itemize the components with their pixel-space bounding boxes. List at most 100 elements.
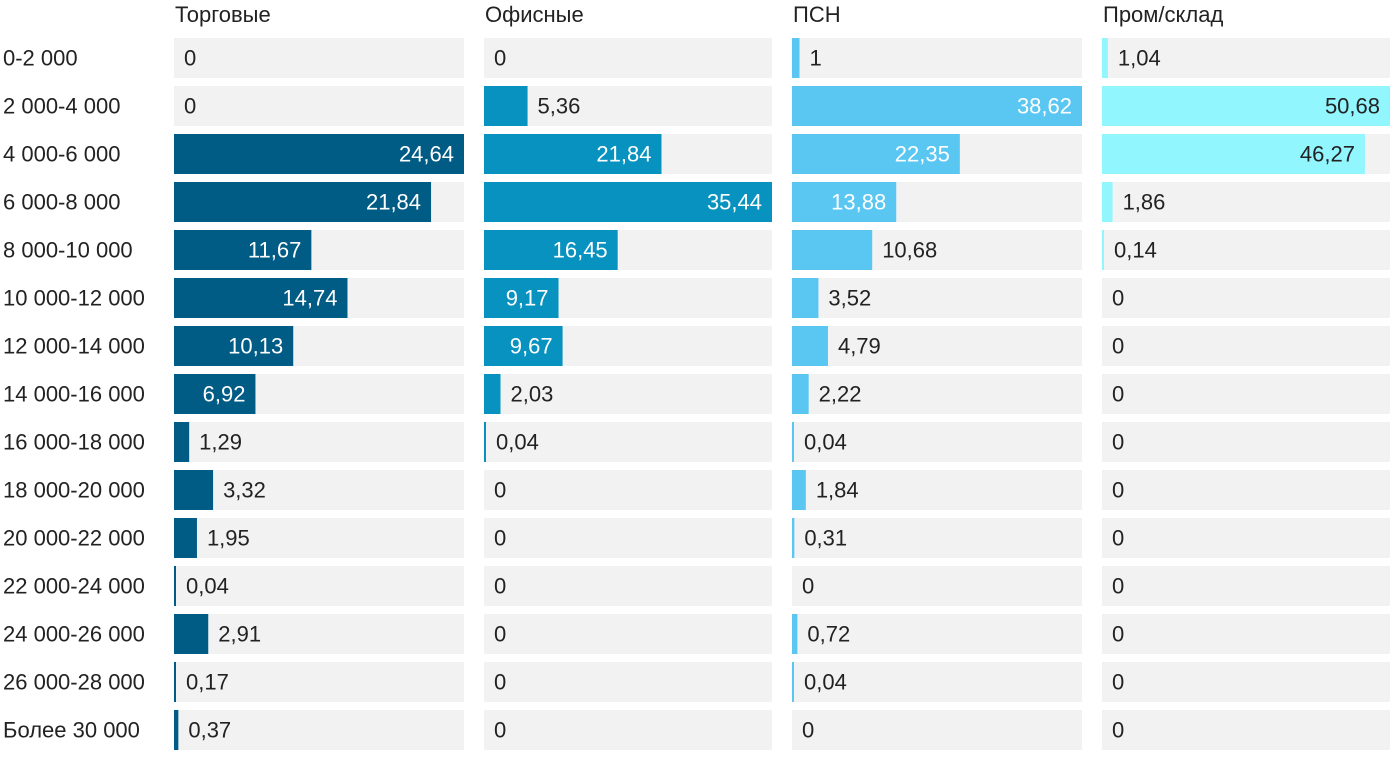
data-label: 2,03 <box>510 382 553 407</box>
data-label: 4,79 <box>838 334 881 359</box>
data-label: 0 <box>1112 718 1124 743</box>
bar[interactable] <box>792 134 960 174</box>
data-label: 38,62 <box>1017 94 1072 119</box>
data-label: 10,68 <box>882 238 937 263</box>
bar-track <box>484 470 772 510</box>
data-label: 0 <box>1112 622 1124 647</box>
data-label: 0 <box>494 526 506 551</box>
bar[interactable] <box>484 278 559 318</box>
data-label: 10,13 <box>228 334 283 359</box>
bar-track <box>484 86 772 126</box>
bar[interactable] <box>174 422 190 462</box>
bar-track <box>484 614 772 654</box>
data-label: 3,52 <box>828 286 871 311</box>
data-label: 0 <box>494 574 506 599</box>
bar-track <box>792 422 1082 462</box>
bar[interactable] <box>792 326 828 366</box>
data-label: 1,29 <box>199 430 242 455</box>
panel-header: Офисные <box>485 2 584 27</box>
bar[interactable] <box>484 422 486 462</box>
data-label: 1,86 <box>1123 190 1166 215</box>
bar[interactable] <box>174 662 177 702</box>
bar-track <box>1102 662 1390 702</box>
bar[interactable] <box>1102 38 1108 78</box>
data-label: 46,27 <box>1300 142 1355 167</box>
bar[interactable] <box>792 422 794 462</box>
bar[interactable] <box>484 374 501 414</box>
bar[interactable] <box>1102 86 1390 126</box>
data-label: 16,45 <box>553 238 608 263</box>
bar-track <box>1102 518 1390 558</box>
data-label: 0,72 <box>807 622 850 647</box>
data-label: 2,22 <box>819 382 862 407</box>
category-label: Более 30 000 <box>3 718 140 743</box>
data-label: 0 <box>1112 574 1124 599</box>
data-label: 1,95 <box>207 526 250 551</box>
data-label: 0,04 <box>496 430 539 455</box>
bar-track <box>792 614 1082 654</box>
data-label: 0,04 <box>804 430 847 455</box>
bar[interactable] <box>792 374 809 414</box>
data-label: 0,04 <box>186 574 229 599</box>
category-label: 24 000-26 000 <box>3 622 145 647</box>
data-label: 0,14 <box>1114 238 1157 263</box>
bar-track <box>792 470 1082 510</box>
data-label: 0 <box>1112 430 1124 455</box>
panel-header: Торговые <box>175 2 271 27</box>
bar[interactable] <box>174 566 176 606</box>
bar[interactable] <box>174 278 348 318</box>
bar-track <box>1102 326 1390 366</box>
bar-track <box>174 518 464 558</box>
data-label: 50,68 <box>1325 94 1380 119</box>
bar[interactable] <box>484 134 662 174</box>
bar[interactable] <box>484 326 563 366</box>
bar[interactable] <box>174 614 209 654</box>
bar[interactable] <box>174 518 197 558</box>
data-label: 0,04 <box>804 670 847 695</box>
bar[interactable] <box>174 230 312 270</box>
bar-track <box>792 38 1082 78</box>
bar-track <box>174 470 464 510</box>
bar-track <box>174 422 464 462</box>
bar[interactable] <box>174 326 294 366</box>
bar[interactable] <box>792 470 806 510</box>
data-label: 9,17 <box>506 286 549 311</box>
bar[interactable] <box>174 182 432 222</box>
bar[interactable] <box>792 86 1082 126</box>
bar[interactable] <box>174 470 214 510</box>
bar[interactable] <box>1102 134 1365 174</box>
bar[interactable] <box>792 518 795 558</box>
data-label: 9,67 <box>510 334 553 359</box>
bar[interactable] <box>174 710 179 750</box>
bar[interactable] <box>792 38 800 78</box>
bar[interactable] <box>484 182 772 222</box>
data-label: 0 <box>802 718 814 743</box>
bar[interactable] <box>1102 182 1113 222</box>
bar-track <box>1102 614 1390 654</box>
bar[interactable] <box>792 182 897 222</box>
data-label: 0 <box>1112 670 1124 695</box>
bar[interactable] <box>174 374 256 414</box>
bar-track <box>174 710 464 750</box>
bar[interactable] <box>484 86 528 126</box>
bar[interactable] <box>484 230 618 270</box>
bar[interactable] <box>792 230 873 270</box>
bar-track <box>1102 566 1390 606</box>
bar[interactable] <box>174 134 464 174</box>
bar-track <box>1102 470 1390 510</box>
category-label: 0-2 000 <box>3 46 78 71</box>
bar-track <box>792 374 1082 414</box>
bar-track <box>1102 278 1390 318</box>
bar[interactable] <box>792 614 798 654</box>
data-label: 0 <box>184 94 196 119</box>
bar-track <box>174 86 464 126</box>
data-label: 14,74 <box>282 286 337 311</box>
data-label: 3,32 <box>223 478 266 503</box>
bar[interactable] <box>1102 230 1104 270</box>
bar-track <box>174 566 464 606</box>
category-label: 6 000-8 000 <box>3 190 120 215</box>
data-label: 11,67 <box>248 238 301 263</box>
bar[interactable] <box>792 278 819 318</box>
bar[interactable] <box>792 662 794 702</box>
bar-track <box>1102 182 1390 222</box>
